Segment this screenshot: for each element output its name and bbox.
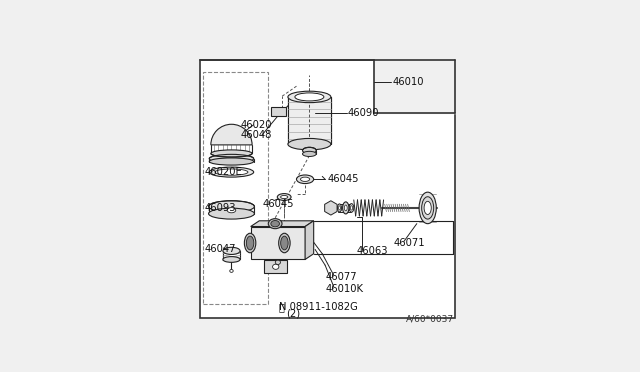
Ellipse shape bbox=[277, 193, 291, 201]
Text: Ⓝ: Ⓝ bbox=[278, 302, 284, 312]
Ellipse shape bbox=[419, 192, 436, 224]
Ellipse shape bbox=[303, 147, 316, 154]
Ellipse shape bbox=[349, 203, 354, 212]
Ellipse shape bbox=[288, 138, 331, 150]
Ellipse shape bbox=[280, 195, 288, 199]
Ellipse shape bbox=[215, 169, 248, 175]
Ellipse shape bbox=[303, 151, 316, 157]
Text: (2): (2) bbox=[287, 308, 301, 318]
Polygon shape bbox=[305, 221, 314, 260]
Ellipse shape bbox=[223, 257, 240, 262]
Ellipse shape bbox=[244, 233, 256, 253]
Text: 46071: 46071 bbox=[394, 238, 426, 248]
Polygon shape bbox=[251, 221, 314, 227]
Bar bbox=[251, 227, 305, 260]
Ellipse shape bbox=[278, 233, 290, 253]
Ellipse shape bbox=[209, 158, 253, 165]
Ellipse shape bbox=[230, 269, 233, 272]
Text: 46020: 46020 bbox=[241, 120, 272, 130]
Text: 46047: 46047 bbox=[204, 244, 236, 254]
Ellipse shape bbox=[288, 91, 331, 103]
Text: 46048: 46048 bbox=[241, 130, 272, 140]
Bar bbox=[202, 72, 268, 304]
Wedge shape bbox=[211, 124, 252, 145]
Ellipse shape bbox=[344, 205, 347, 211]
Ellipse shape bbox=[227, 208, 236, 213]
Text: 46045: 46045 bbox=[262, 199, 294, 209]
Text: N 08911-1082G: N 08911-1082G bbox=[279, 302, 358, 312]
Ellipse shape bbox=[273, 264, 279, 269]
Bar bbox=[288, 97, 331, 144]
Ellipse shape bbox=[246, 236, 254, 250]
Ellipse shape bbox=[422, 197, 434, 219]
Ellipse shape bbox=[268, 219, 282, 229]
Ellipse shape bbox=[424, 201, 431, 215]
Text: 46020E: 46020E bbox=[204, 167, 242, 177]
Ellipse shape bbox=[295, 93, 324, 101]
Polygon shape bbox=[374, 58, 458, 113]
Ellipse shape bbox=[301, 177, 310, 182]
Ellipse shape bbox=[296, 175, 314, 183]
Bar bbox=[264, 260, 287, 273]
Ellipse shape bbox=[209, 201, 254, 212]
Text: 46063: 46063 bbox=[356, 246, 388, 256]
Text: 46090: 46090 bbox=[348, 108, 380, 118]
Ellipse shape bbox=[281, 236, 288, 250]
Ellipse shape bbox=[337, 204, 342, 212]
Ellipse shape bbox=[342, 202, 349, 214]
Ellipse shape bbox=[271, 221, 280, 227]
Text: 46077: 46077 bbox=[325, 272, 356, 282]
Text: 46045: 46045 bbox=[328, 174, 360, 184]
Text: A/60*0037: A/60*0037 bbox=[406, 314, 454, 323]
Ellipse shape bbox=[209, 154, 253, 163]
Bar bbox=[200, 60, 454, 318]
Ellipse shape bbox=[211, 150, 252, 157]
Text: 46093: 46093 bbox=[204, 203, 236, 213]
Bar bbox=[271, 107, 286, 116]
Ellipse shape bbox=[209, 208, 254, 219]
Ellipse shape bbox=[209, 167, 253, 177]
Text: 46010K: 46010K bbox=[325, 284, 363, 294]
Ellipse shape bbox=[350, 206, 353, 210]
Ellipse shape bbox=[339, 206, 340, 210]
Text: 46010: 46010 bbox=[392, 77, 424, 87]
Ellipse shape bbox=[275, 260, 280, 264]
Ellipse shape bbox=[223, 247, 240, 254]
